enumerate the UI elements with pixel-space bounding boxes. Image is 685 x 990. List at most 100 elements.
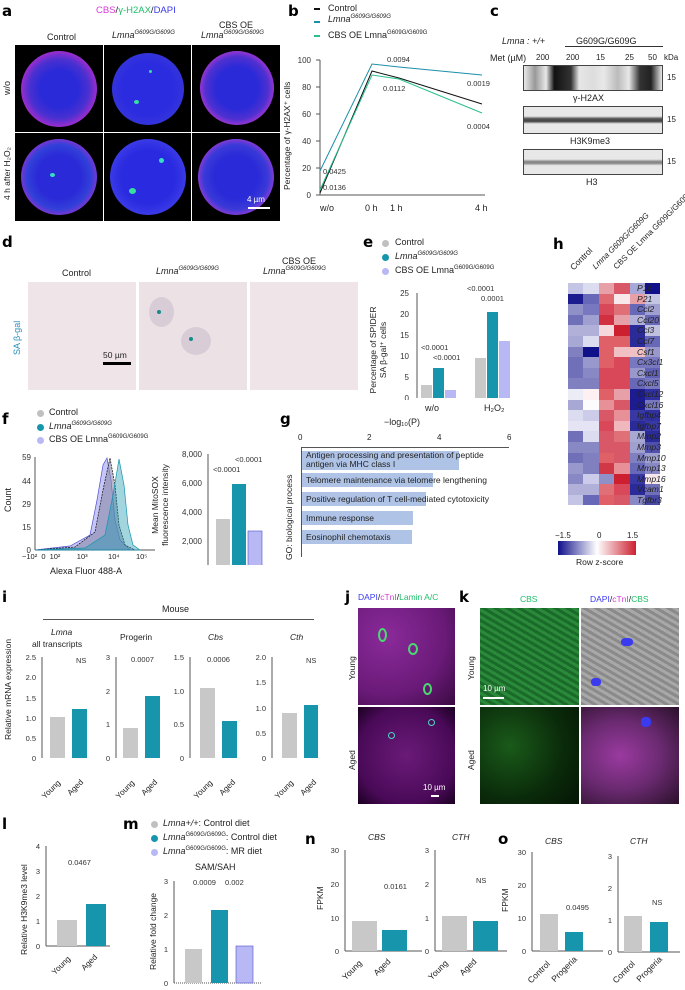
scale-bar-label: 10 µm (423, 783, 446, 792)
c-met-label: Met (µM) (490, 53, 527, 63)
o-ylabel: FPKM (500, 888, 510, 912)
svg-text:5: 5 (405, 373, 410, 382)
o-xtick: Control (610, 958, 637, 986)
micrograph-control-h2o2 (15, 133, 103, 221)
legend-lmna: LmnaG609G/G609G (49, 421, 112, 431)
gene-label: P16 (637, 283, 653, 293)
gene-name: Lmna (112, 30, 135, 40)
n-xtick: Young (425, 958, 450, 982)
svg-text:20: 20 (302, 164, 311, 173)
micrograph-k-young-cbs: 10 µm (480, 608, 579, 705)
svg-text:0: 0 (405, 394, 410, 400)
row-sa-bgal: SA β-gal (12, 320, 22, 355)
svg-text:80: 80 (302, 83, 311, 92)
n-title-cth: CTH (452, 832, 470, 842)
svg-text:0.0136: 0.0136 (323, 183, 346, 192)
svg-text:2,000: 2,000 (182, 537, 203, 546)
mw-label: 15 (667, 157, 676, 166)
sep: / (115, 5, 119, 16)
go-term: Immune response (306, 513, 375, 523)
legend-m-2: LmnaG609G/G609G: MR diet (163, 846, 262, 856)
g-xtick: 0 (298, 433, 303, 442)
e-ylabel: Percentage of SPIDER SA β-gal⁺ cells (368, 306, 388, 394)
g-yaxis (301, 447, 302, 557)
legend-dot-mr (151, 849, 158, 856)
svg-text:0.002: 0.002 (225, 878, 244, 887)
sabgal-lmna (139, 282, 247, 390)
svg-text:25: 25 (400, 289, 409, 298)
panel-f-label: f (2, 410, 9, 428)
met-value: 15 (596, 53, 605, 62)
svg-text:1.0: 1.0 (174, 687, 184, 696)
svg-text:3: 3 (106, 653, 110, 662)
i-xtick: Aged (139, 777, 160, 798)
col-lmna: LmnaG609G/G609G (156, 266, 219, 276)
legend-cbs-oe: CBS OE LmnaG609G/G609G (49, 434, 149, 444)
svg-text:0: 0 (180, 754, 184, 763)
svg-text:20: 20 (400, 310, 409, 319)
h-col-cbs: CBS OE Lmna G609G/G609G (611, 187, 685, 271)
row-young: Young (466, 656, 476, 680)
svg-text:0.0094: 0.0094 (387, 55, 410, 64)
met-value: 200 (536, 53, 550, 62)
panel-e-label: e (363, 233, 374, 251)
svg-text:60: 60 (302, 110, 311, 119)
gene-label: Mmp10 (637, 452, 666, 463)
legend-line-control (314, 8, 320, 10)
row-aged: Aged (347, 750, 357, 770)
panel-b-label: b (288, 2, 299, 20)
mw-label: 15 (667, 73, 676, 82)
svg-text:0.0425: 0.0425 (323, 167, 346, 176)
micrograph-k-aged-merge (581, 707, 679, 804)
dapi-stain: DAPI (153, 5, 176, 16)
col-control: Control (47, 32, 77, 42)
l-xtick: Young (50, 954, 73, 977)
micrograph-lmna-wo (104, 45, 191, 132)
svg-text:1: 1 (36, 917, 40, 926)
i-xtick: Young (40, 778, 63, 801)
row-aged: Aged (466, 750, 476, 770)
svg-text:0: 0 (522, 947, 526, 956)
svg-text:0.0495: 0.0495 (566, 903, 589, 912)
svg-text:30: 30 (331, 846, 339, 855)
line-chart-b: 100 80 60 40 20 0 0.0425 0.0136 0.0094 0… (298, 55, 490, 200)
gene-label: Mmp2 (637, 431, 661, 442)
micrograph-control-wo (15, 45, 103, 132)
gene-label: Vcam1 (637, 484, 664, 495)
o-title-cth: CTH (630, 836, 648, 846)
e-xtick-h2o2: H₂O₂ (484, 403, 505, 413)
n-ylabel: FPKM (315, 886, 325, 910)
panel-a-stain-title: CBS/γ-H2AX/DAPI (96, 5, 176, 16)
svg-text:NS: NS (652, 898, 662, 907)
bar-charts-o: 30 20 10 0 0.0495 3 2 1 0 NS (518, 848, 680, 957)
i-xtick: Aged (298, 777, 319, 798)
svg-text:1: 1 (425, 914, 429, 923)
legend-dot-cbs (37, 437, 44, 444)
gene-label: Cxcl16 (637, 399, 664, 410)
svg-text:0.0161: 0.0161 (384, 882, 407, 891)
svg-text:NS: NS (76, 656, 86, 665)
svg-text:2.0: 2.0 (26, 673, 36, 682)
bar-chart-e: 25 20 15 10 5 0 <0.0001 <0.0001 <0.0001 … (400, 284, 510, 400)
svg-text:0: 0 (335, 947, 339, 955)
legend-lmna: LmnaG609G/G609G (395, 251, 458, 261)
g-ylabel: GO: biological process (284, 474, 294, 560)
c-genotype-wt: Lmna : +/+ (502, 36, 546, 46)
i-title: Cbs (208, 632, 224, 642)
bar-chart-l: 4 3 2 1 0 0.0467 (36, 842, 110, 951)
svg-text:4,000: 4,000 (182, 508, 203, 517)
o-xtick: Progeria (634, 954, 664, 984)
i-ylabel: Relative mRNA expression (3, 638, 13, 740)
col-cbs-oe-lmna: LmnaG609G/G609G (201, 30, 264, 40)
svg-text:1.5: 1.5 (256, 678, 266, 687)
svg-text:0: 0 (27, 546, 32, 555)
go-term: Antigen processing and presentation of p… (306, 450, 484, 469)
scale-bar (483, 697, 504, 699)
b-xtick-0h: 0 h (365, 203, 378, 213)
svg-text:<0.0001: <0.0001 (213, 465, 240, 474)
i-xtick: Young (192, 778, 215, 801)
svg-text:0: 0 (106, 754, 110, 763)
n-xtick: Aged (457, 956, 479, 978)
panel-c-label: c (490, 2, 499, 20)
legend-control: Control (328, 3, 358, 13)
